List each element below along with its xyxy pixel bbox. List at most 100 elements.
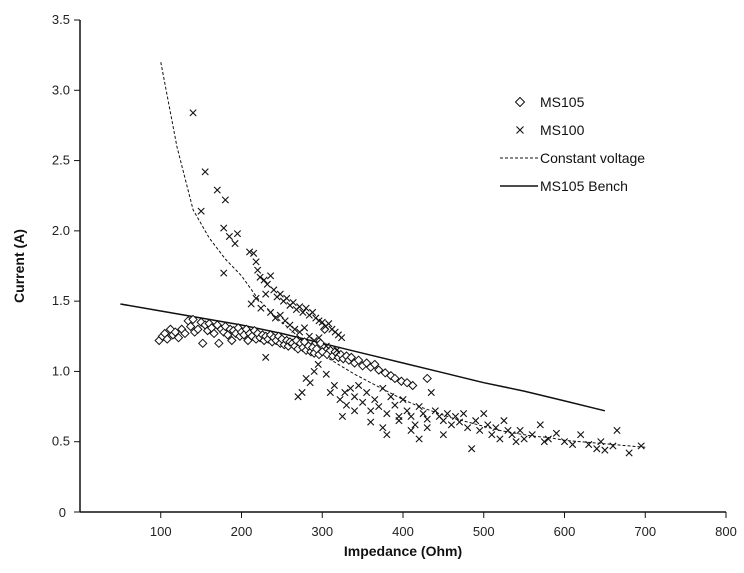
point-ms100 [252,258,260,266]
point-ms100 [552,429,561,437]
point-ms100 [283,294,291,302]
point-ms100 [315,334,323,342]
point-ms100 [383,431,391,439]
tick-marks: 0 0.5 1.0 1.5 2.0 2.5 3.0 3.5 100 200 300 400 500 600… [52,12,737,539]
point-ms100 [496,435,504,443]
point-ms100 [560,438,569,446]
point-ms100 [220,224,228,232]
point-ms100 [326,388,334,397]
point-ms100 [472,417,480,425]
point-ms105 [162,334,172,344]
point-ms100 [443,410,452,418]
point-ms100 [476,426,484,435]
point-ms100 [325,320,333,328]
point-ms100 [415,402,423,411]
point-ms105 [188,314,198,325]
point-ms100 [399,395,407,404]
point-ms100 [367,418,375,426]
point-ms105 [353,355,364,365]
x-tick-label: 200 [231,524,253,539]
point-ms100 [189,109,197,117]
legend-swatch-ms105 [514,96,526,108]
point-ms100 [318,318,326,326]
x-tick-label: 300 [311,524,333,539]
point-ms100 [459,410,468,418]
point-ms100 [544,435,552,443]
point-ms100 [333,346,341,354]
point-ms100 [225,232,233,241]
point-ms100 [411,421,419,429]
point-ms100 [221,196,229,204]
x-tick-label: 800 [715,524,737,539]
y-axis-title: Current (A) [11,229,27,303]
point-ms105 [374,365,384,375]
x-tick-label: 600 [554,524,576,539]
point-ms100 [197,207,205,215]
point-ms100 [314,360,322,368]
y-tick-label: 2.0 [52,223,70,238]
point-ms100 [593,445,601,453]
point-ms100 [276,290,284,298]
point-ms100 [350,407,359,415]
point-ms100 [359,398,367,406]
x-tick-label: 400 [392,524,414,539]
point-ms100 [306,379,314,387]
point-ms105 [185,321,196,332]
point-ms100 [289,298,297,307]
legend-label-ms100: MS100 [540,122,585,138]
point-ms105 [180,328,190,339]
point-ms100 [536,421,544,429]
point-ms100 [346,384,355,392]
point-ms100 [322,342,330,350]
point-ms100 [263,280,271,288]
point-ms100 [354,381,363,390]
point-ms100 [455,418,464,426]
point-ms100 [266,308,275,316]
point-ms105 [422,373,432,384]
point-ms100 [540,438,548,446]
legend-swatch-ms100 [516,126,524,134]
point-ms100 [516,426,524,435]
axes [79,20,726,513]
legend-item-ms105-bench: MS105 Bench [500,178,628,194]
point-ms100 [528,431,536,439]
point-ms100 [597,438,605,446]
point-ms100 [291,325,299,333]
point-ms100 [231,239,239,248]
legend-item-ms100: MS100 [516,122,585,138]
point-ms100 [375,402,383,411]
point-ms100 [613,426,621,435]
point-ms100 [299,308,307,316]
point-ms105 [319,324,330,334]
point-ms100 [254,266,262,274]
point-ms105 [209,328,219,339]
point-ms100 [419,410,427,418]
point-ms100 [387,393,395,401]
point-ms100 [625,449,633,457]
point-ms100 [577,431,585,439]
point-ms100 [609,442,617,450]
point-ms100 [371,395,379,404]
point-ms100 [447,421,456,429]
point-ms100 [439,417,447,425]
point-ms100 [439,431,447,439]
y-tick-label: 0 [59,505,66,520]
y-tick-label: 3.5 [52,12,70,27]
point-ms100 [338,334,346,342]
point-ms105 [214,338,224,349]
legend-label-ms105-bench: MS105 Bench [540,178,628,194]
point-ms100 [391,401,399,409]
legend-label-constant-voltage: Constant voltage [540,150,645,166]
point-ms100 [220,269,228,277]
point-ms100 [480,410,488,418]
point-ms105 [198,338,208,349]
point-ms105 [370,359,380,370]
point-ms100 [500,417,508,425]
x-tick-label: 100 [150,524,172,539]
point-ms100 [270,286,278,294]
point-ms100 [322,370,330,378]
point-ms100 [213,186,221,194]
point-ms100 [296,303,304,311]
point-ms100 [601,446,609,454]
point-ms100 [508,431,516,439]
